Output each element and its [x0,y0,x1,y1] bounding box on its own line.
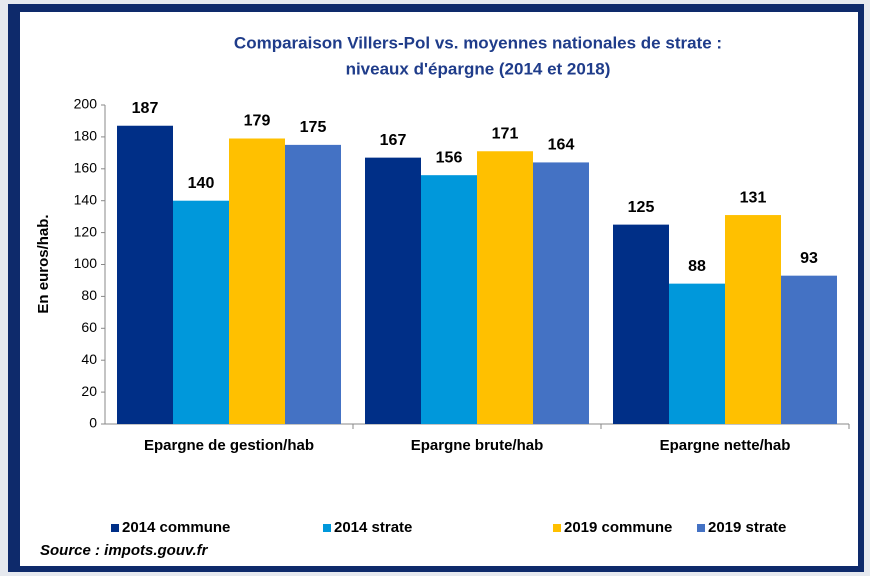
y-tick-label: 0 [89,415,97,431]
legend-swatch [111,524,119,532]
bar [613,224,669,424]
y-tick-label: 100 [74,255,98,271]
chart-title: niveaux d'épargne (2014 et 2018) [346,59,611,78]
legend-label: 2019 commune [564,519,672,536]
source-note: Source : impots.gouv.fr [40,542,209,559]
bar [725,215,781,424]
bar [533,162,589,425]
legend-swatch [697,524,705,532]
y-tick-label: 120 [74,223,98,239]
y-tick-label: 80 [81,287,97,303]
x-tick-label: Epargne nette/hab [660,437,791,454]
y-tick-label: 180 [74,128,98,144]
data-label: 125 [628,199,655,216]
y-tick-label: 20 [81,383,97,399]
chart-title: Comparaison Villers-Pol vs. moyennes nat… [234,33,722,52]
data-label: 171 [492,125,519,142]
bar [477,151,533,424]
data-label: 164 [548,137,575,154]
bar [229,138,285,424]
bar [669,283,725,424]
data-label: 156 [436,149,463,166]
data-label: 175 [300,119,327,136]
legend-label: 2019 strate [708,519,786,536]
legend-label: 2014 commune [122,519,230,536]
legend-swatch [323,524,331,532]
data-label: 131 [740,189,767,206]
bar [421,175,477,424]
bar [173,200,229,424]
bar [365,157,421,424]
bar [285,144,341,424]
y-tick-label: 140 [74,191,98,207]
bar [117,125,173,425]
data-label: 93 [800,250,818,267]
legend-label: 2014 strate [334,519,412,536]
y-tick-label: 200 [74,96,98,112]
x-tick-label: Epargne de gestion/hab [144,437,314,454]
data-label: 187 [132,100,159,117]
y-tick-label: 40 [81,351,97,367]
y-tick-label: 160 [74,160,98,176]
bar [781,275,837,424]
legend-swatch [553,524,561,532]
data-label: 140 [188,175,215,192]
data-label: 167 [380,132,407,149]
data-label: 179 [244,113,271,130]
y-axis-label: En euros/hab. [35,214,52,313]
data-label: 88 [688,258,706,275]
y-tick-label: 60 [81,319,97,335]
x-tick-label: Epargne brute/hab [411,437,544,454]
